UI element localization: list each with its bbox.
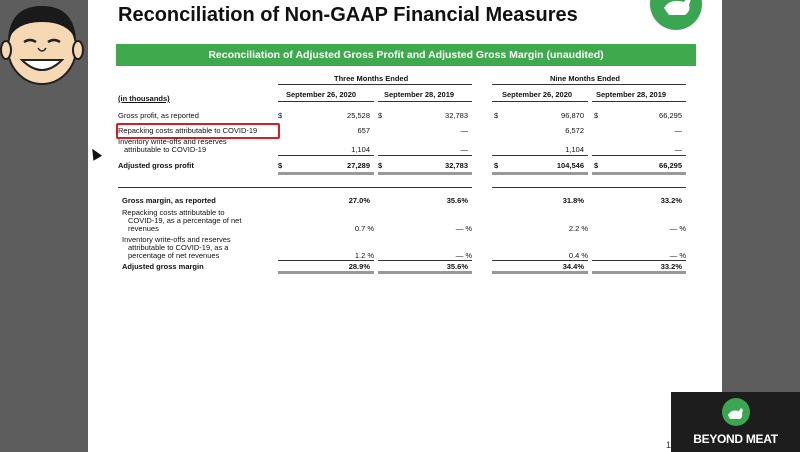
row-label-gross-profit: Gross profit, as reported (118, 111, 199, 120)
cell-gross-margin-2: 35.6% (446, 196, 468, 205)
currency-sign: $ (278, 161, 283, 170)
currency-sign: $ (594, 111, 599, 120)
cell-rep-pct-3: 2.2 % (568, 224, 588, 233)
col-header-3: September 26, 2020 (502, 90, 573, 99)
cell-adj-margin-1: 28.9% (348, 262, 370, 271)
col-header-4: September 28, 2019 (596, 90, 667, 99)
row-label-adj-gross-profit: Adjusted gross profit (118, 161, 194, 170)
currency-sign: $ (278, 111, 283, 120)
currency-sign: $ (494, 161, 499, 170)
col-header-2: September 28, 2019 (384, 90, 455, 99)
row-label-rep-pct-1: Repacking costs attributable to (122, 208, 225, 217)
currency-sign: $ (494, 111, 499, 120)
brand-watermark: BEYOND MEAT (671, 392, 800, 452)
cell-inventory-1: 1,104 (351, 145, 370, 154)
cell-inventory-4: — (674, 145, 683, 154)
row-label-adj-margin: Adjusted gross margin (122, 262, 204, 271)
currency-sign: $ (594, 161, 599, 170)
cell-inv-pct-1: 1.2 % (354, 251, 374, 260)
row-label-inventory-1: Inventory write-offs and reserves (118, 137, 227, 146)
cell-gross-margin-1: 27.0% (348, 196, 370, 205)
cell-adj-margin-3: 34.4% (562, 262, 584, 271)
cell-gross-profit-4: 66,295 (659, 111, 682, 120)
brand-name: BEYOND MEAT (693, 432, 778, 446)
cell-repacking-4: — (674, 126, 683, 135)
cell-rep-pct-4: — % (669, 224, 686, 233)
avatar (0, 0, 84, 88)
cell-repacking-2: — (460, 126, 469, 135)
beyond-meat-logo-icon (650, 0, 702, 30)
row-label-inv-pct-1: Inventory write-offs and reserves (122, 235, 231, 244)
cell-rep-pct-2: — % (455, 224, 472, 233)
cell-adj-gross-profit-3: 104,546 (556, 161, 584, 170)
cell-inventory-3: 1,104 (565, 145, 584, 154)
cell-inv-pct-3: 0.4 % (568, 251, 588, 260)
cell-adj-gross-profit-1: 27,289 (347, 161, 370, 170)
row-label-inventory-2: attributable to COVID-19 (124, 145, 207, 154)
page-number: 1 (666, 440, 672, 450)
currency-sign: $ (378, 161, 383, 170)
cell-gross-profit-2: 32,783 (445, 111, 468, 120)
row-label-inv-pct-3: percentage of net revenues (128, 251, 220, 260)
cell-inventory-2: — (460, 145, 469, 154)
cell-gross-profit-3: 96,870 (561, 111, 584, 120)
cell-adj-margin-4: 33.2% (660, 262, 682, 271)
cell-gross-margin-4: 33.2% (660, 196, 682, 205)
group-three-months: Three Months Ended (334, 74, 409, 83)
document-page: Reconciliation of Non-GAAP Financial Mea… (88, 0, 722, 452)
cell-adj-gross-profit-4: 66,295 (659, 161, 682, 170)
cell-inv-pct-4: — % (669, 251, 686, 260)
units-label: (in thousands) (118, 94, 170, 103)
row-label-gross-margin: Gross margin, as reported (122, 196, 216, 205)
currency-sign: $ (378, 111, 383, 120)
cell-repacking-1: 657 (357, 126, 370, 135)
cell-gross-margin-3: 31.8% (562, 196, 584, 205)
row-label-repacking: Repacking costs attributable to COVID-19 (118, 126, 258, 135)
col-header-1: September 26, 2020 (286, 90, 357, 99)
row-label-rep-pct-2: COVID-19, as a percentage of net (128, 216, 242, 225)
cell-inv-pct-2: — % (455, 251, 472, 260)
cell-gross-profit-1: 25,528 (347, 111, 370, 120)
group-nine-months: Nine Months Ended (550, 74, 620, 83)
row-label-inv-pct-2: attributable to COVID-19, as a (128, 243, 229, 252)
page-title: Reconciliation of Non-GAAP Financial Mea… (118, 4, 578, 26)
cell-rep-pct-1: 0.7 % (354, 224, 374, 233)
row-label-rep-pct-3: revenues (128, 224, 159, 233)
table-banner: Reconciliation of Adjusted Gross Profit … (116, 44, 696, 66)
cell-repacking-3: 6,572 (565, 126, 584, 135)
cell-adj-gross-profit-2: 32,783 (445, 161, 468, 170)
cell-adj-margin-2: 35.6% (446, 262, 468, 271)
highlight-box (116, 123, 280, 139)
bull-logo-icon (722, 398, 750, 426)
